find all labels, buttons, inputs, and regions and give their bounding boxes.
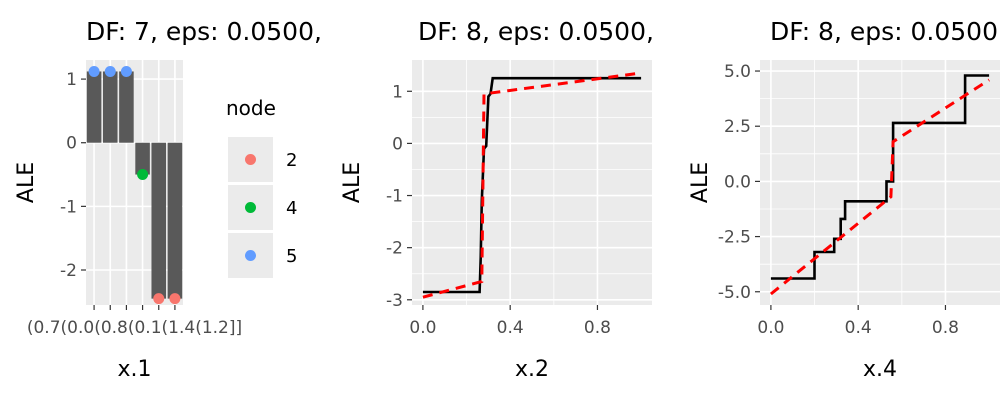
x-tick-label: 0.8 <box>584 318 611 338</box>
x-axis-title-2: x.2 <box>515 357 549 382</box>
y-tick-label: 0 <box>66 134 77 154</box>
step-line <box>422 76 642 294</box>
x-axis-title-3: x.4 <box>863 357 897 382</box>
dashed-fit-line <box>422 71 642 299</box>
y-tick-label: -3 <box>386 291 403 311</box>
bar <box>102 71 118 143</box>
legend-label-2: 2 <box>286 150 297 171</box>
legend-label-5: 5 <box>286 246 297 267</box>
bar <box>135 142 150 175</box>
y-tick-label: 2.5 <box>724 117 751 137</box>
plot-panel-1 <box>86 60 183 305</box>
y-tick-label: 0 <box>392 134 403 154</box>
y-tick-label: 0.0 <box>724 172 751 192</box>
y-tick-label: -1 <box>60 197 77 217</box>
y-tick-label: -5.0 <box>718 283 751 303</box>
bar <box>119 71 134 143</box>
y-tick-label: 5.0 <box>724 62 751 82</box>
x-tick-label: 0.4 <box>845 318 872 338</box>
y-tick-label: -2 <box>386 239 403 259</box>
data-point-node-2 <box>169 293 181 305</box>
legend-dot-2 <box>245 154 256 165</box>
chart-title-3: DF: 8, eps: 0.0500 <box>770 17 998 46</box>
y-tick-label: 1 <box>66 70 77 90</box>
y-tick-label: -2.5 <box>718 228 751 248</box>
bar <box>151 142 167 299</box>
data-point-node-5 <box>88 65 100 77</box>
y-tick-label: -2 <box>60 261 77 281</box>
bar <box>167 142 183 299</box>
legend-title: node <box>226 96 276 120</box>
y-axis-title-3: ALE <box>688 162 713 203</box>
plot-panel-2 <box>412 60 652 305</box>
legend-dot-4 <box>245 202 256 213</box>
legend-dot-5 <box>245 250 256 261</box>
chart-title-2: DF: 8, eps: 0.0500, <box>418 17 654 46</box>
x-tick-labels-overlapping: (0.7(0.0(0.8(0.1(1.4(1.2]] <box>27 318 242 338</box>
y-tick-label: 1 <box>392 82 403 102</box>
x-tick-label: 0.0 <box>757 318 784 338</box>
y-tick-label: -1 <box>386 187 403 207</box>
chart-title-1: DF: 7, eps: 0.0500, <box>86 17 322 46</box>
data-point-node-2 <box>153 293 165 305</box>
x-axis-title-1: x.1 <box>117 357 151 382</box>
x-tick-label: 0.8 <box>932 318 959 338</box>
step-line <box>770 74 990 280</box>
data-point-node-5 <box>120 65 132 77</box>
x-tick-label: 0.0 <box>409 318 436 338</box>
legend-label-4: 4 <box>286 198 297 219</box>
data-point-node-5 <box>104 65 116 77</box>
bar <box>86 71 102 143</box>
x-tick-label: 0.4 <box>497 318 524 338</box>
y-axis-title-2: ALE <box>340 162 365 203</box>
y-axis-title-1: ALE <box>14 162 39 203</box>
data-point-node-4 <box>137 169 149 181</box>
dashed-fit-line <box>769 78 990 296</box>
